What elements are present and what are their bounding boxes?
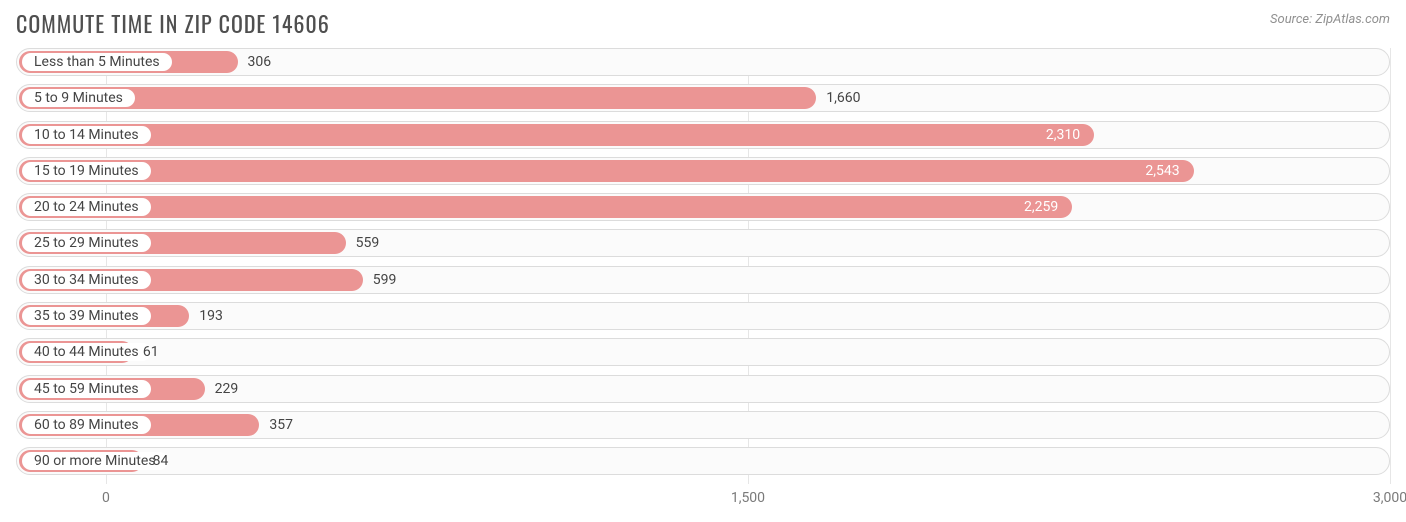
plot-area: Less than 5 Minutes 306 5 to 9 Minutes 1,66… <box>16 48 1390 484</box>
bar-fill <box>19 124 1094 146</box>
bar-category-label: 60 to 89 Minutes <box>22 416 151 434</box>
bar-category-label: 45 to 59 Minutes <box>22 380 151 398</box>
bar-row: Less than 5 Minutes 306 <box>16 48 1390 76</box>
commute-time-chart: COMMUTE TIME IN ZIP CODE 14606 Source: Z… <box>0 0 1406 522</box>
bar-value-label: 2,543 <box>1145 158 1179 184</box>
bar-row: 60 to 89 Minutes 357 <box>16 411 1390 439</box>
bar-category-label: 30 to 34 Minutes <box>22 271 151 289</box>
bar-value-label: 599 <box>373 267 397 293</box>
bar-category-label: 20 to 24 Minutes <box>22 198 151 216</box>
chart-header: COMMUTE TIME IN ZIP CODE 14606 Source: Z… <box>0 0 1406 44</box>
bar-row: 35 to 39 Minutes 193 <box>16 302 1390 330</box>
x-axis: 01,5003,000 <box>16 490 1390 510</box>
bar-value-label: 306 <box>248 49 272 75</box>
bar-row: 45 to 59 Minutes 229 <box>16 375 1390 403</box>
chart-title: COMMUTE TIME IN ZIP CODE 14606 <box>16 8 330 40</box>
bar-value-label: 193 <box>199 303 223 329</box>
bar-category-label: 5 to 9 Minutes <box>22 89 135 107</box>
bar-value-label: 1,660 <box>826 85 860 111</box>
bar-row: 5 to 9 Minutes 1,660 <box>16 84 1390 112</box>
bar-row: 15 to 19 Minutes 2,543 <box>16 157 1390 185</box>
bar-value-label: 2,259 <box>1024 194 1058 220</box>
chart-source: Source: ZipAtlas.com <box>1270 8 1390 27</box>
bar-value-label: 84 <box>153 448 169 474</box>
bar-row: 90 or more Minutes84 <box>16 447 1390 475</box>
bar-value-label: 559 <box>356 230 380 256</box>
x-axis-tick: 0 <box>102 490 110 506</box>
bar-category-label: 90 or more Minutes <box>22 452 168 470</box>
bar-value-label: 357 <box>269 412 293 438</box>
bar-value-label: 229 <box>215 376 239 402</box>
bar-category-label: 25 to 29 Minutes <box>22 234 151 252</box>
bar-row: 30 to 34 Minutes 599 <box>16 266 1390 294</box>
x-axis-tick: 3,000 <box>1373 490 1406 506</box>
gridline <box>1390 48 1391 484</box>
bar-row: 20 to 24 Minutes 2,259 <box>16 193 1390 221</box>
x-axis-tick: 1,500 <box>731 490 765 506</box>
bar-category-label: 35 to 39 Minutes <box>22 307 151 325</box>
bar-row: 25 to 29 Minutes 559 <box>16 229 1390 257</box>
bar-row: 40 to 44 Minutes61 <box>16 338 1390 366</box>
bar-fill <box>19 196 1072 218</box>
bar-value-label: 2,310 <box>1046 122 1080 148</box>
bar-row: 10 to 14 Minutes 2,310 <box>16 121 1390 149</box>
bar-fill <box>19 87 816 109</box>
bar-category-label: 15 to 19 Minutes <box>22 162 151 180</box>
bar-category-label: 40 to 44 Minutes <box>22 343 151 361</box>
bar-value-label: 61 <box>143 339 159 365</box>
bar-category-label: Less than 5 Minutes <box>22 53 172 71</box>
bar-category-label: 10 to 14 Minutes <box>22 126 151 144</box>
bar-fill <box>19 160 1194 182</box>
